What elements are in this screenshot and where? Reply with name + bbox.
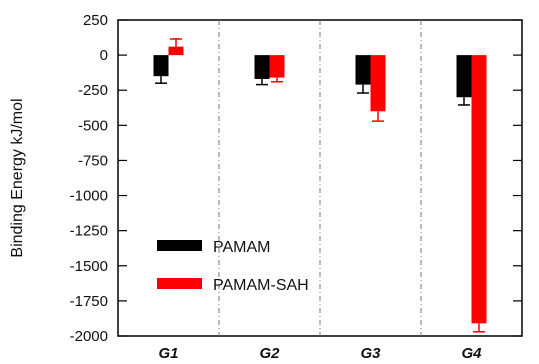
category-label: G1 xyxy=(158,345,178,362)
bar-pamam-g2 xyxy=(254,55,270,79)
y-tick-label: -250 xyxy=(78,82,108,99)
category-label: G4 xyxy=(461,345,482,362)
bars xyxy=(153,38,487,333)
y-tick-label: -1500 xyxy=(70,258,108,275)
y-tick-label: 0 xyxy=(100,47,108,64)
legend-swatch xyxy=(157,278,202,289)
bar-pamam-sah-g2 xyxy=(269,55,285,78)
y-tick-label: -1750 xyxy=(70,293,108,310)
x-axis-categories: G1 G2 G3 G4 xyxy=(158,345,482,362)
legend-swatch xyxy=(157,240,202,251)
category-label: G2 xyxy=(259,345,280,362)
bar-pamam-sah-g3 xyxy=(370,55,386,112)
category-separators xyxy=(218,20,422,336)
bar-pamam-sah-g4 xyxy=(471,55,487,324)
y-axis-ticks: 250 0 -250 -500 -750 -1000 -1250 -1500 -1750 -200… xyxy=(70,12,522,345)
y-tick-label: -1000 xyxy=(70,188,108,205)
y-tick-label: -2000 xyxy=(70,328,108,345)
y-tick-label: 250 xyxy=(83,12,108,29)
legend-label: PAMAM xyxy=(213,239,270,256)
y-tick-label: -500 xyxy=(78,117,108,134)
legend-label: PAMAM-SAH xyxy=(213,277,309,294)
bar-pamam-g1 xyxy=(153,55,169,77)
legend: PAMAM PAMAM-SAH xyxy=(157,239,309,294)
y-tick-label: -1250 xyxy=(70,223,108,240)
y-tick-label: -750 xyxy=(78,152,108,169)
bar-pamam-g4 xyxy=(456,55,472,98)
y-axis-label: Binding Energy kJ/mol xyxy=(9,98,26,257)
bar-pamam-sah-g1 xyxy=(168,46,184,56)
bar-pamam-g3 xyxy=(355,55,371,85)
category-label: G3 xyxy=(360,345,381,362)
